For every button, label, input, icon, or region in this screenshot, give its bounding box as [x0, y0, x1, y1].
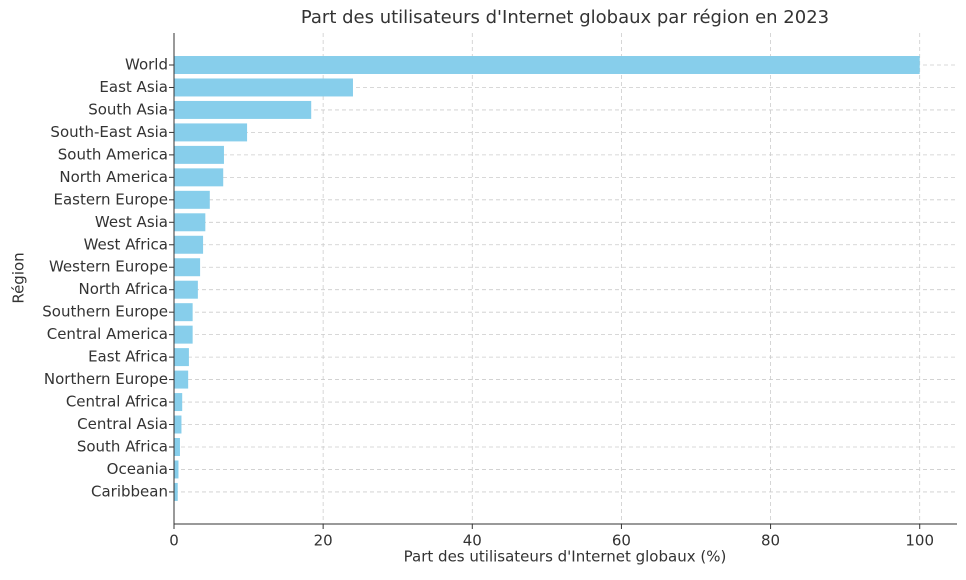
bar [174, 415, 182, 434]
bar [174, 56, 920, 74]
x-tick-label: 100 [905, 532, 934, 550]
y-tick-label: Central America [47, 325, 168, 343]
bar [174, 235, 204, 254]
x-tick-label: 40 [463, 532, 482, 550]
y-tick-label: East Africa [88, 348, 168, 366]
x-tick-label: 0 [169, 532, 179, 550]
y-tick-label: East Asia [99, 78, 168, 96]
bar [174, 482, 178, 501]
bar [174, 145, 224, 164]
bar [174, 213, 206, 232]
bar [174, 123, 248, 142]
chart-title: Part des utilisateurs d'Internet globaux… [301, 7, 829, 28]
bar [174, 348, 189, 367]
bar [174, 393, 183, 412]
y-tick-label: North Africa [78, 280, 168, 298]
y-tick-label: Northern Europe [44, 370, 168, 388]
y-tick-label: South Asia [88, 100, 168, 118]
bar [174, 280, 198, 299]
bar [174, 460, 179, 479]
y-tick-label: Central Asia [77, 415, 168, 433]
x-tick-label: 60 [612, 532, 631, 550]
y-tick-label: Southern Europe [42, 303, 168, 321]
y-axis-label: Région [10, 252, 28, 303]
y-tick-label: Caribbean [91, 482, 168, 500]
bar [174, 325, 193, 344]
bar [174, 190, 210, 209]
y-tick-label: Eastern Europe [53, 190, 168, 208]
bar [174, 78, 353, 97]
bar [174, 258, 201, 277]
y-tick-label: South America [58, 145, 168, 163]
x-axis-label: Part des utilisateurs d'Internet globaux… [404, 548, 727, 566]
y-tick-label: West Africa [84, 235, 168, 253]
y-tick-label: South-East Asia [50, 123, 168, 141]
y-tick-label: South Africa [77, 437, 168, 455]
y-tick-label: West Asia [95, 213, 168, 231]
y-tick-label: Central Africa [66, 393, 168, 411]
x-tick-label: 80 [761, 532, 780, 550]
x-tick-label: 20 [314, 532, 333, 550]
bar [174, 303, 193, 322]
bar [174, 168, 224, 187]
y-tick-label: North America [59, 168, 168, 186]
bar [174, 370, 189, 389]
y-tick-label: Oceania [107, 460, 168, 478]
y-tick-label: World [125, 56, 168, 74]
bar [174, 438, 180, 456]
y-tick-label: Western Europe [49, 258, 168, 276]
bar [174, 100, 312, 119]
